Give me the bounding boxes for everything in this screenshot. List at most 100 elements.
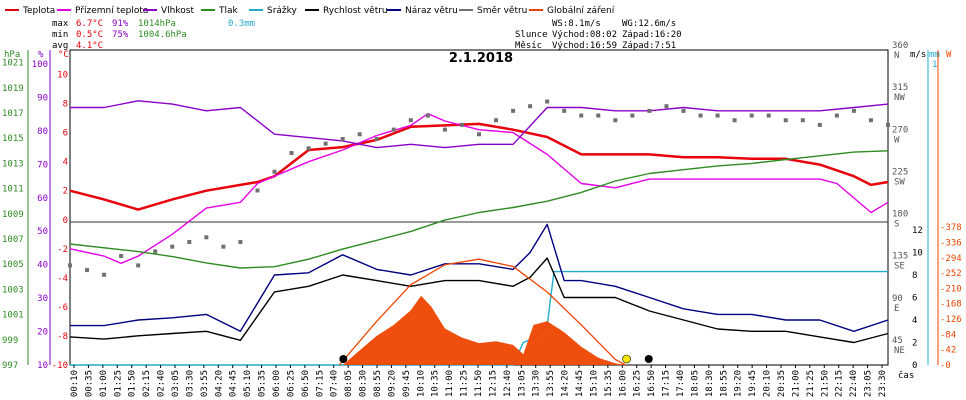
wind-direction-point: [596, 113, 601, 118]
humidity-tick-label: 20: [37, 328, 48, 338]
wind-direction-point: [85, 268, 90, 273]
x-tick-label: 16:00: [618, 370, 628, 397]
unit-ms: m/s: [910, 50, 926, 60]
x-axis-ticks: 00:10 00:35 01:00 01:25 01:50 02:15 02:40 03:05…: [70, 365, 888, 397]
direction-tick-name: SW: [894, 177, 905, 187]
direction-tick-name: NW: [894, 93, 905, 103]
wind-direction-point: [886, 122, 890, 127]
x-tick-label: 01:50: [128, 370, 138, 397]
radiation-tick-label: -42: [940, 346, 956, 356]
plot-area: [68, 49, 890, 366]
unit-pct: %: [38, 50, 44, 60]
x-tick-label: 13:30: [532, 370, 542, 397]
wind-direction-point: [153, 249, 158, 254]
moonrise-marker: [644, 355, 653, 363]
wind-direction-point: [579, 113, 584, 118]
x-tick-label: 12:15: [488, 370, 498, 397]
x-tick-label: 11:25: [460, 370, 470, 397]
stats-block: max 6.7°C 91% 1014hPa 0.3mm min 0.5°C 75…: [52, 19, 255, 51]
x-tick-label: 20:35: [777, 370, 787, 397]
chart-title: 2.1.2018: [449, 51, 513, 66]
wind-direction-point: [477, 132, 481, 137]
temperature-tick-label: 6: [63, 129, 68, 139]
x-tick-label: 18:30: [705, 370, 715, 397]
unit-w: W: [946, 50, 952, 60]
direction-tick-label: 90: [892, 294, 903, 304]
radiation-tick-label: -168: [940, 300, 962, 310]
humidity-tick-label: 80: [37, 127, 48, 137]
direction-tick-label: 180: [892, 210, 908, 220]
sunset-marker: [622, 354, 631, 364]
radiation-tick-label: -336: [940, 238, 962, 248]
x-tick-label: 23:30: [878, 370, 888, 397]
x-tick-label: 10:10: [416, 370, 426, 397]
x-tick-label: 15:10: [589, 370, 599, 397]
temperature-tick-label: 0: [63, 216, 68, 226]
wind-direction-point: [698, 113, 703, 118]
direction-tick-name: N: [894, 51, 899, 61]
chart-legend: Teplota Přízemní teplota Vlhkost Tlak Srážky…: [5, 6, 615, 16]
wind-direction-point: [425, 113, 430, 118]
wind-direction-point: [766, 113, 771, 118]
sun-rise: Východ:08:02: [552, 30, 617, 40]
legend-label: Náraz větru: [405, 6, 458, 16]
wind-direction-point: [562, 108, 567, 113]
x-tick-label: 13:05: [517, 370, 527, 397]
x-tick-label: 09:45: [402, 370, 412, 397]
direction-tick-label: 45: [892, 336, 903, 346]
wind-tick-label: 0: [912, 361, 917, 371]
right-axes: 360N315NW270W225SW180S135SE90E45NE024681…: [892, 41, 962, 371]
rain-axis-top: 1: [932, 60, 937, 70]
x-tick-label: 04:45: [229, 370, 239, 397]
x-tick-label: 00:10: [70, 370, 80, 397]
humidity-tick-label: 60: [37, 194, 48, 204]
x-tick-label: 15:35: [604, 370, 614, 397]
wind-direction-point: [221, 244, 226, 249]
sun-label: Slunce: [515, 30, 548, 40]
wind-direction-point: [306, 146, 311, 151]
wind-tick-label: 2: [912, 339, 917, 349]
wind-gust-info: WG:12.6m/s: [622, 19, 676, 29]
stats-min-label: min: [52, 30, 68, 40]
series-line: [70, 223, 889, 332]
x-tick-label: 16:50: [647, 370, 657, 397]
humidity-tick-label: 70: [37, 160, 48, 170]
x-tick-label: 16:25: [633, 370, 643, 397]
pressure-tick-label: 1013: [2, 159, 24, 169]
x-tick-label: 06:25: [286, 370, 296, 397]
legend-label: Vlhkost: [161, 6, 194, 16]
x-tick-label: 05:10: [243, 370, 253, 397]
pressure-tick-label: 999: [2, 336, 18, 346]
direction-tick-name: E: [894, 304, 899, 314]
wind-direction-point: [170, 244, 175, 249]
x-tick-label: 13:55: [546, 370, 556, 397]
wind-direction-point: [391, 127, 396, 132]
x-tick-label: 12:40: [503, 370, 513, 397]
pressure-tick-label: 1019: [2, 84, 24, 94]
wind-direction-point: [800, 118, 805, 123]
series-line: [70, 100, 889, 149]
temperature-tick-label: 2: [63, 187, 68, 197]
wind-direction-point: [749, 113, 754, 118]
wind-direction-point: [136, 263, 141, 268]
wind-direction-point: [851, 108, 856, 113]
humidity-tick-label: 40: [37, 261, 48, 271]
wind-direction-point: [119, 254, 124, 259]
wind-direction-point: [374, 136, 379, 141]
legend-label: Tlak: [218, 6, 239, 16]
direction-tick-label: 135: [892, 252, 908, 262]
pressure-tick-label: 1005: [2, 260, 24, 270]
wind-direction-point: [613, 118, 618, 123]
x-tick-label: 09:20: [387, 370, 397, 397]
x-tick-label: 21:00: [791, 370, 801, 397]
wind-direction-point: [494, 118, 499, 123]
left-axes: 997 999 1001 1003 1005 1007 1009 1011 1013 1015 10…: [2, 50, 71, 371]
series-layer: [68, 99, 890, 366]
x-tick-label: 02:40: [157, 370, 167, 397]
x-tick-label: 03:05: [171, 370, 181, 397]
moon-set: Západ:7:51: [622, 41, 676, 51]
x-tick-label: 18:55: [719, 370, 729, 397]
legend-label: Směr větru: [477, 6, 527, 16]
wind-direction-point: [715, 113, 720, 118]
temperature-tick-label: -4: [57, 274, 68, 284]
